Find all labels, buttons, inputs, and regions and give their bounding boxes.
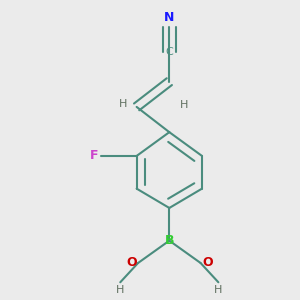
Text: O: O — [126, 256, 136, 269]
Text: N: N — [164, 11, 175, 24]
Text: H: H — [180, 100, 188, 110]
Text: F: F — [89, 149, 98, 162]
Text: C: C — [165, 47, 173, 57]
Text: B: B — [165, 234, 174, 247]
Text: H: H — [214, 285, 223, 295]
Text: O: O — [202, 256, 213, 269]
Text: H: H — [116, 285, 124, 295]
Text: H: H — [119, 99, 128, 109]
